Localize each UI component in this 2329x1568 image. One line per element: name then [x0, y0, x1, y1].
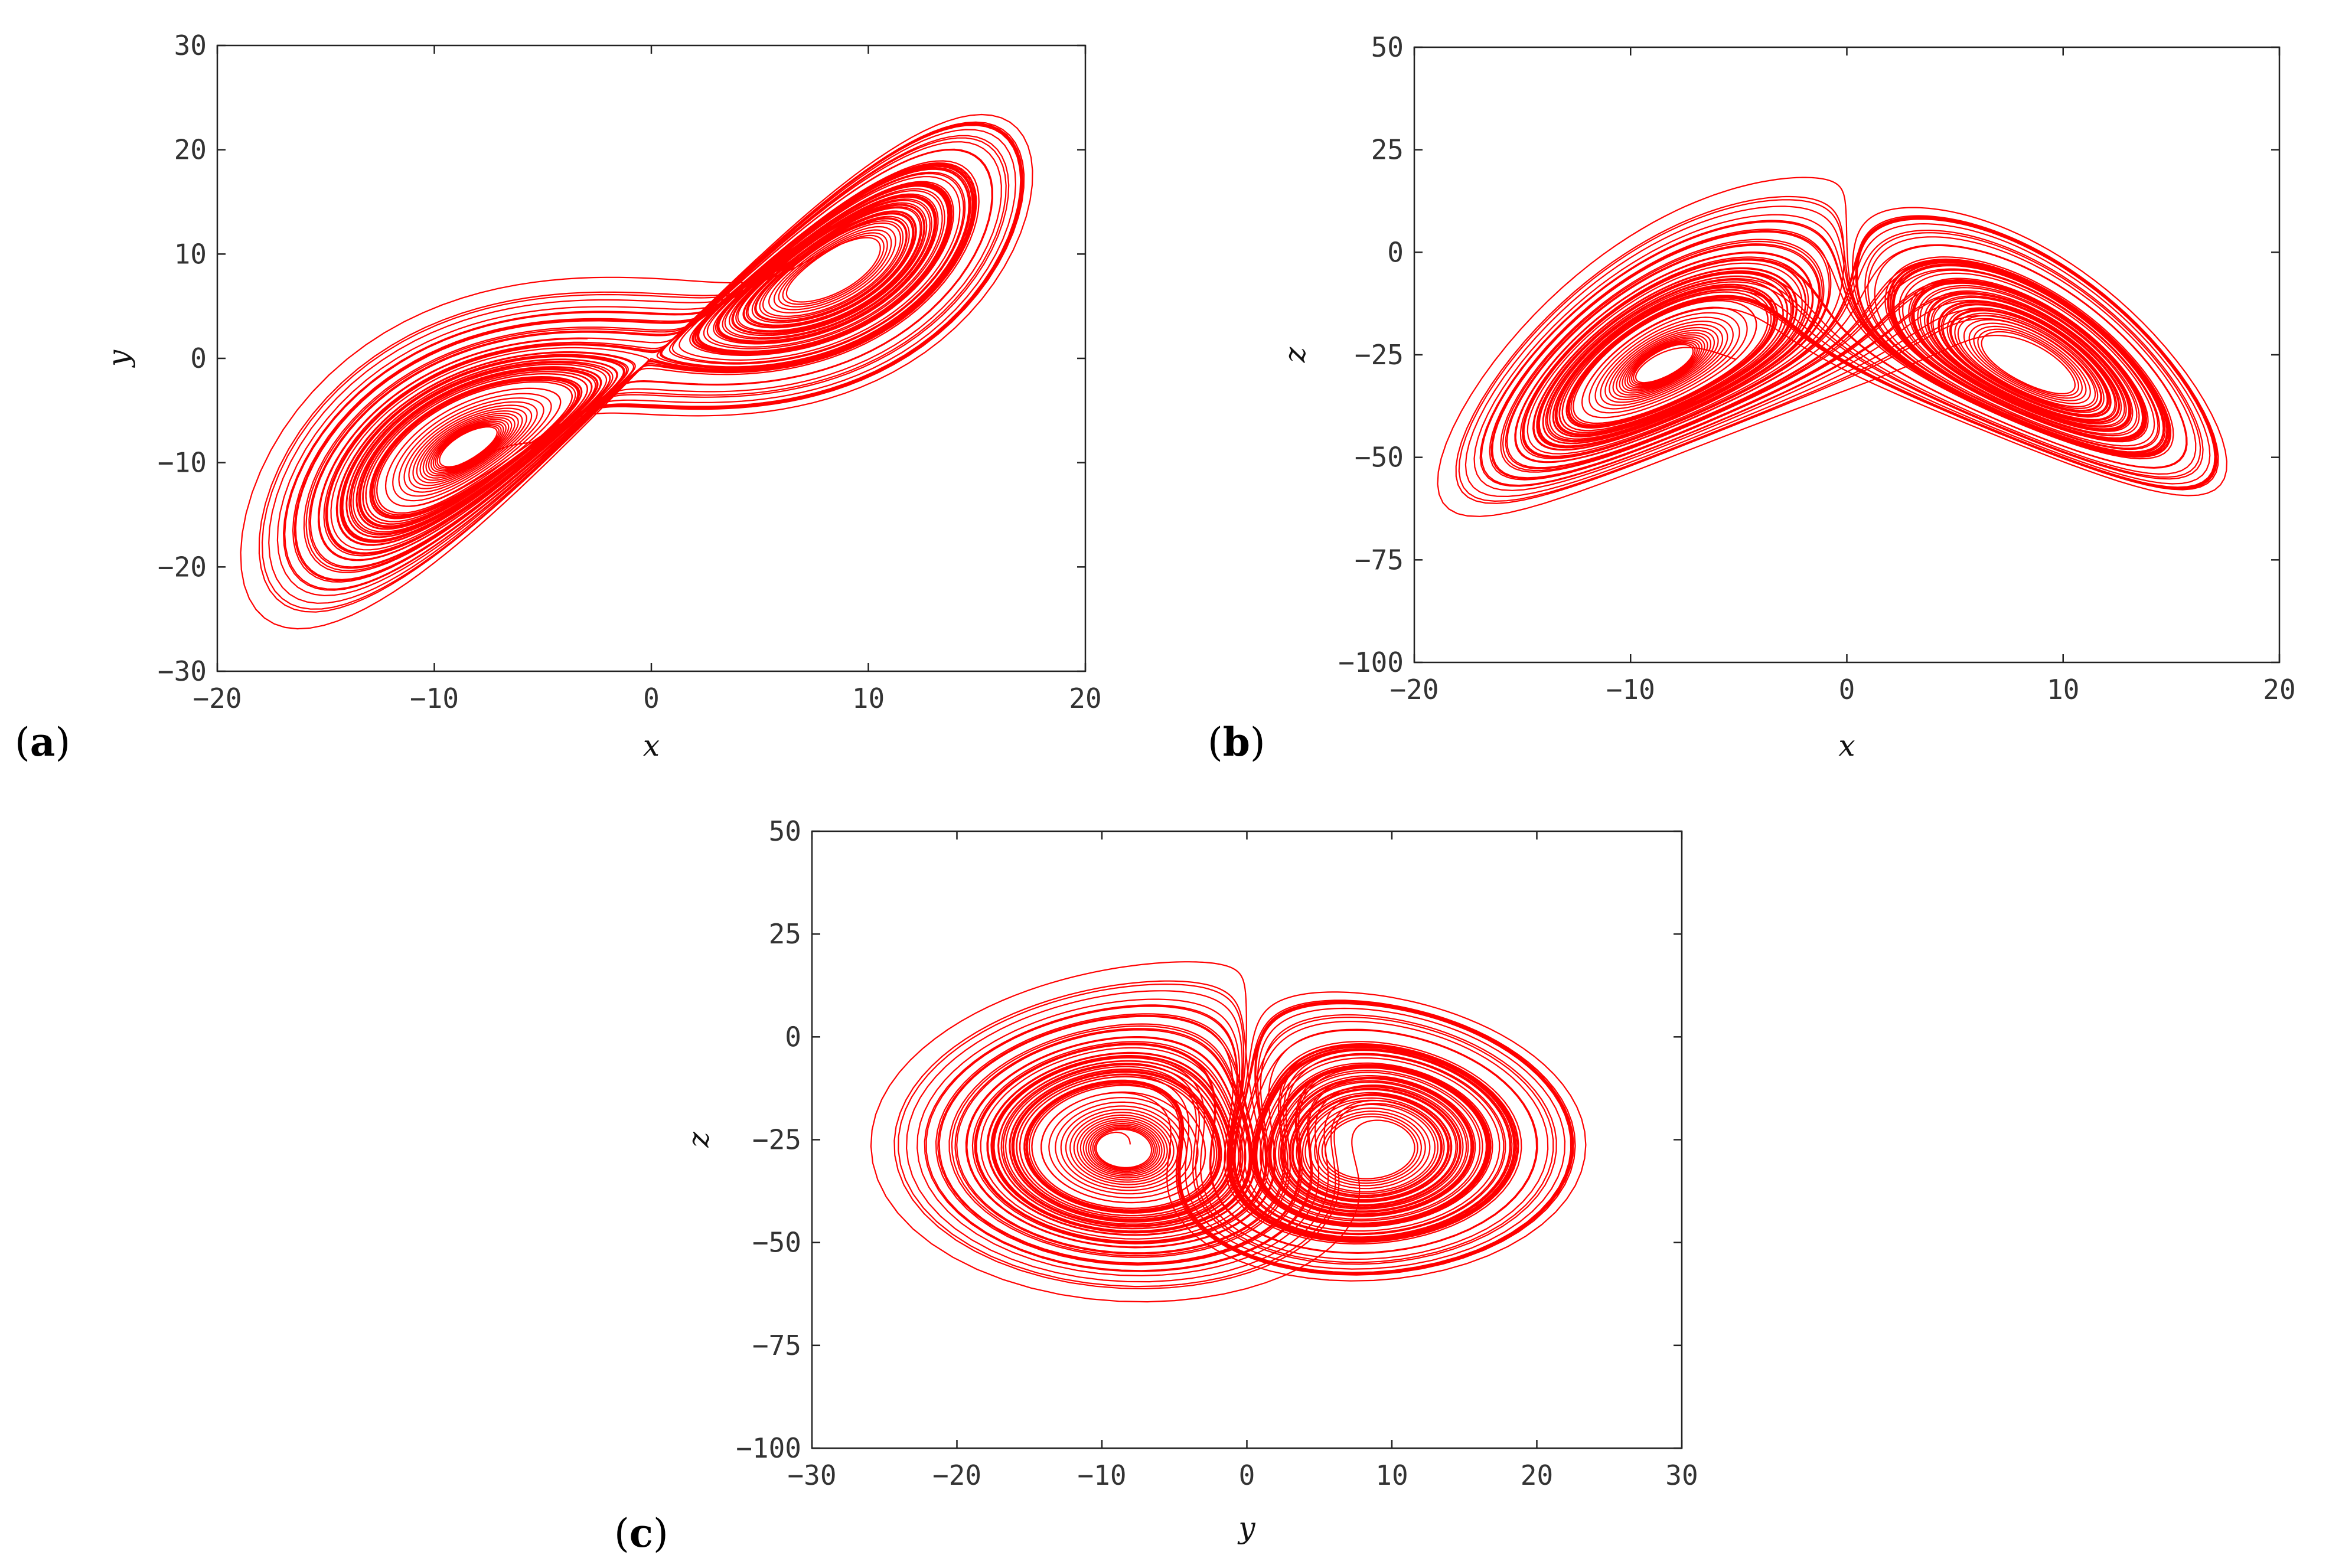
plot-frame: [811, 830, 1683, 1449]
y-axis-label: z: [681, 1132, 716, 1148]
trajectory-line: [1437, 177, 2227, 517]
x-tick-label: −20: [193, 682, 242, 714]
x-tick-label: 10: [1375, 1459, 1408, 1491]
y-axis-label: z: [1278, 347, 1312, 363]
y-tick-label: −25: [1355, 339, 1404, 371]
y-tick-label: −50: [1355, 442, 1404, 473]
trajectory-line: [870, 961, 1587, 1303]
y-tick-label: −75: [1355, 544, 1404, 576]
x-tick-label: −10: [1077, 1459, 1126, 1491]
x-tick-label: 20: [1069, 682, 1101, 714]
y-tick-label: 20: [174, 134, 207, 166]
x-tick-label: 10: [2047, 674, 2079, 705]
x-tick-label: 20: [1521, 1459, 1553, 1491]
panel-label: (b): [1208, 719, 1265, 765]
x-tick-label: −20: [932, 1459, 981, 1491]
y-tick-label: 30: [174, 30, 207, 61]
x-tick-label: −30: [787, 1459, 836, 1491]
y-tick-label: 50: [1371, 31, 1404, 63]
y-tick-label: 50: [769, 815, 801, 847]
y-tick-label: −20: [158, 551, 207, 583]
y-tick-label: −75: [752, 1329, 801, 1361]
y-tick-label: −30: [158, 655, 207, 687]
x-axis-label: x: [1838, 729, 1855, 763]
y-tick-label: −25: [752, 1124, 801, 1156]
x-tick-label: −10: [410, 682, 459, 714]
y-tick-label: 0: [190, 342, 207, 374]
panel-label: (a): [15, 719, 70, 765]
y-tick-label: −100: [736, 1432, 801, 1464]
y-tick-label: 25: [769, 918, 801, 950]
x-tick-label: 0: [1239, 1459, 1255, 1491]
y-tick-label: −50: [752, 1227, 801, 1259]
y-axis-label: y: [102, 349, 136, 368]
x-tick-label: −10: [1606, 674, 1655, 705]
x-tick-label: 0: [1839, 674, 1855, 705]
trajectory-line: [240, 113, 1033, 630]
y-tick-label: 10: [174, 238, 207, 270]
plot-frame: [1413, 46, 2281, 664]
y-tick-label: 25: [1371, 134, 1404, 166]
x-tick-label: 10: [852, 682, 885, 714]
x-axis-label: y: [1237, 1511, 1255, 1545]
x-tick-label: −20: [1389, 674, 1438, 705]
y-tick-label: 0: [785, 1021, 801, 1053]
x-tick-label: 0: [643, 682, 660, 714]
y-tick-label: 0: [1387, 236, 1404, 268]
panel-label: (c): [614, 1510, 668, 1556]
x-tick-label: 30: [1665, 1459, 1698, 1491]
y-tick-label: −100: [1338, 646, 1404, 678]
y-tick-label: −10: [158, 447, 207, 479]
x-tick-label: 20: [2263, 674, 2295, 705]
x-axis-label: x: [643, 729, 660, 763]
